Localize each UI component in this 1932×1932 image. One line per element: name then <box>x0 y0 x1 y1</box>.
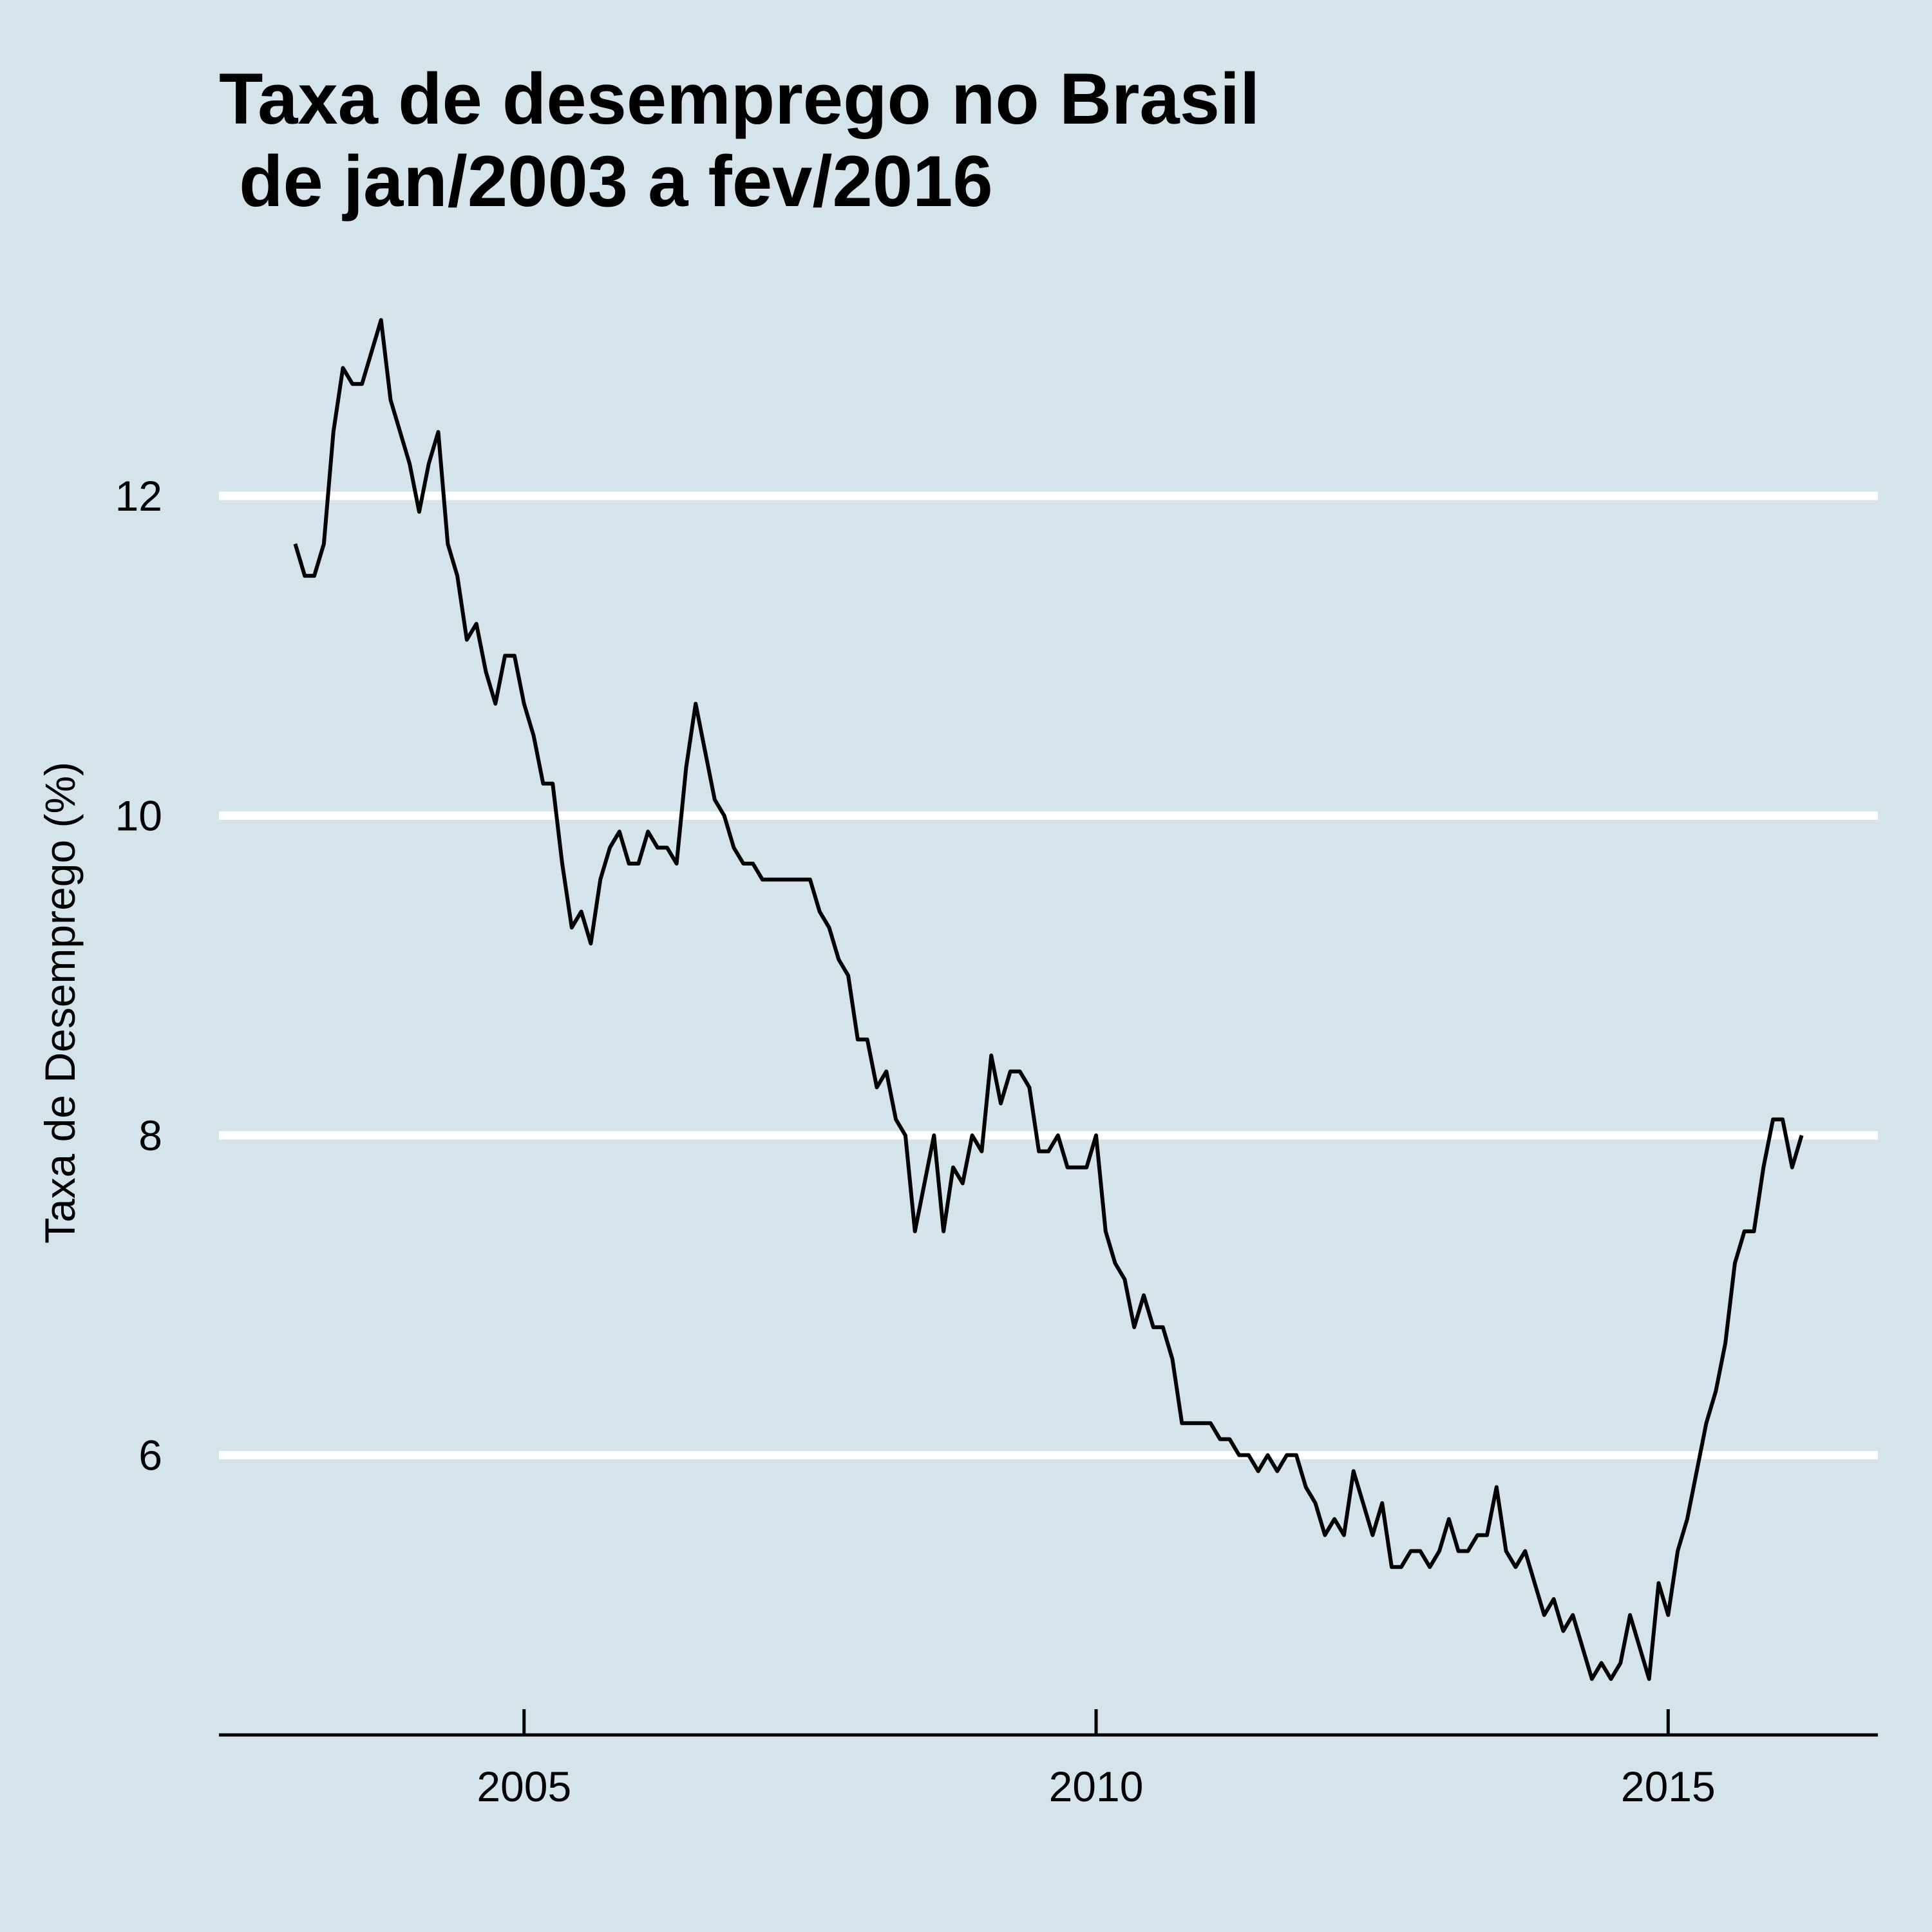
y-tick-label-6: 6 <box>138 1432 162 1479</box>
y-axis-tick-labels: 6 8 10 12 <box>115 472 162 1479</box>
y-tick-label-10: 10 <box>115 792 162 840</box>
chart-title-line-1: Taxa de desemprego no Brasil <box>219 59 1260 139</box>
x-tick-label-2015: 2015 <box>1621 1763 1716 1810</box>
x-tick-label-2010: 2010 <box>1049 1763 1144 1810</box>
gridlines <box>219 491 1878 1460</box>
x-axis: 2005 2010 2015 <box>219 1709 1878 1810</box>
chart-title-line-2: de jan/2003 a fev/2016 <box>219 141 993 222</box>
y-tick-label-8: 8 <box>138 1112 162 1159</box>
y-axis-label: Taxa de Desemprego (%) <box>36 762 84 1244</box>
y-tick-label-12: 12 <box>115 472 162 520</box>
x-tick-label-2005: 2005 <box>477 1763 571 1810</box>
series-layer <box>293 317 1804 1681</box>
series-line-0 <box>293 317 1804 1681</box>
